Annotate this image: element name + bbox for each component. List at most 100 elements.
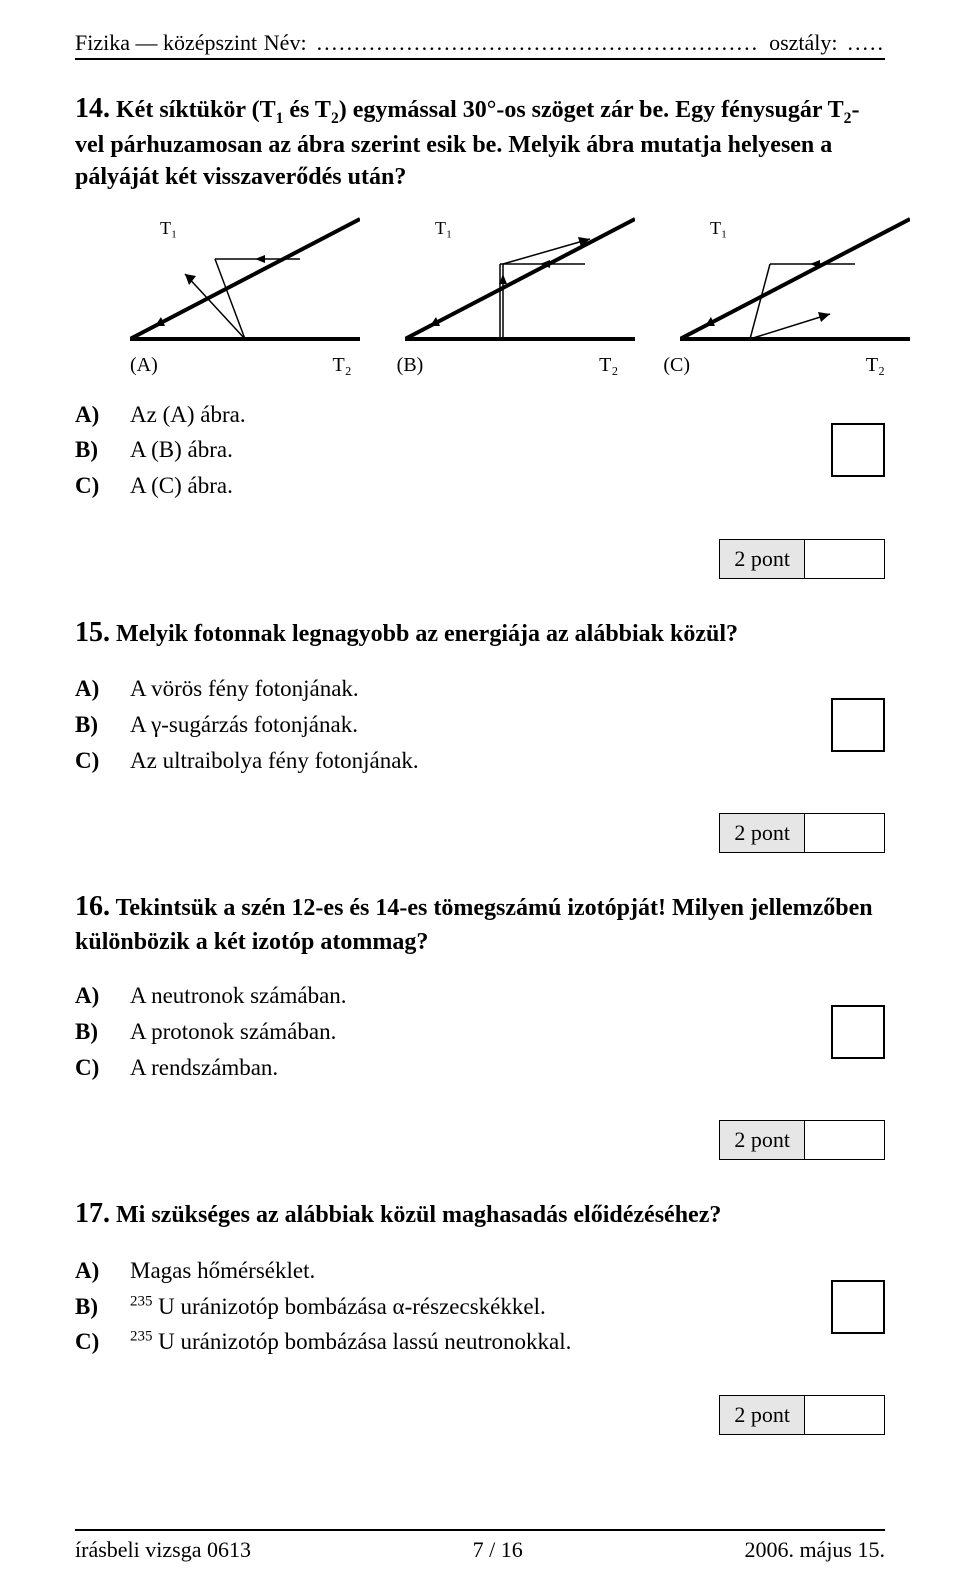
q14-option-a: A) Az (A) ábra. — [75, 397, 246, 433]
class-label: osztály: — [769, 30, 837, 56]
q17-points-score[interactable] — [805, 1395, 885, 1435]
footer-center: 7 / 16 — [473, 1537, 523, 1563]
q17-opt-b-mid: U uránizotóp bombázása α-részecskékkel. — [152, 1294, 545, 1319]
q14-diagrams: T₁ — [130, 214, 885, 344]
q17-points-label: 2 pont — [719, 1395, 805, 1435]
q16-opt-a-label: A) — [75, 978, 130, 1014]
svg-text:T₁: T₁ — [160, 218, 177, 238]
q15-opt-a-label: A) — [75, 671, 130, 707]
q17-opt-c-mid: U uránizotóp bombázása lassú neutronokka… — [152, 1329, 571, 1354]
q17-answer-box[interactable] — [831, 1280, 885, 1334]
q14-cap-c-right: T₂ — [866, 354, 885, 377]
header-right: Név: ...................................… — [264, 30, 885, 56]
q14-cap-b-left: (B) — [397, 354, 424, 377]
q16-answer-box[interactable] — [831, 1005, 885, 1059]
q16-option-c: C) A rendszámban. — [75, 1050, 347, 1086]
question-16: 16. Tekintsük a szén 12-es és 14-es töme… — [75, 888, 885, 1160]
q15-text: 15. Melyik fotonnak legnagyobb az energi… — [75, 614, 885, 652]
q14-diagram-b: T₁ — [405, 214, 635, 344]
q14-opt-a-label: A) — [75, 397, 130, 433]
page-header: Fizika — középszint Név: ...............… — [75, 30, 885, 56]
q15-opt-c-text: Az ultraibolya fény fotonjának. — [130, 743, 419, 779]
q15-option-a: A) A vörös fény fotonjának. — [75, 671, 419, 707]
footer-left: írásbeli vizsga 0613 — [75, 1537, 251, 1563]
q16-option-a: A) A neutronok számában. — [75, 978, 347, 1014]
q14-options-row: A) Az (A) ábra. B) A (B) ábra. C) A (C) … — [75, 397, 885, 504]
question-17: 17. Mi szükséges az alábbiak közül magha… — [75, 1195, 885, 1435]
svg-text:T₁: T₁ — [435, 218, 452, 238]
q15-options: A) A vörös fény fotonjának. B) A γ-sugár… — [75, 671, 419, 778]
q17-options-row: A) Magas hőmérséklet. B) 235 U uránizotó… — [75, 1253, 885, 1360]
q17-options: A) Magas hőmérséklet. B) 235 U uránizotó… — [75, 1253, 571, 1360]
q17-number: 17. — [75, 1198, 110, 1229]
q14-number: 14. — [75, 93, 110, 124]
q14-text-c: ) egymással 30°-os szöget zár be. Egy fé… — [339, 97, 844, 123]
q17-opt-a-text: Magas hőmérséklet. — [130, 1253, 315, 1289]
q15-points-score[interactable] — [805, 813, 885, 853]
q14-diagram-a: T₁ — [130, 214, 360, 344]
q17-option-a: A) Magas hőmérséklet. — [75, 1253, 571, 1289]
q17-opt-b-sup: 235 — [130, 1293, 152, 1309]
q17-points: 2 pont — [75, 1395, 885, 1435]
q16-points-label: 2 pont — [719, 1120, 805, 1160]
q17-opt-a-label: A) — [75, 1253, 130, 1289]
footer-right: 2006. május 15. — [744, 1537, 885, 1563]
page-footer: írásbeli vizsga 0613 7 / 16 2006. május … — [75, 1529, 885, 1563]
q14-opt-c-label: C) — [75, 468, 130, 504]
q16-opt-b-text: A protonok számában. — [130, 1014, 336, 1050]
q14-opt-a-text: Az (A) ábra. — [130, 397, 246, 433]
q14-caption-c: (C) T₂ — [663, 354, 885, 377]
q14-caption-b: (B) T₂ — [397, 354, 619, 377]
q17-opt-c-text: 235 U uránizotóp bombázása lassú neutron… — [130, 1324, 571, 1360]
question-15: 15. Melyik fotonnak legnagyobb az energi… — [75, 614, 885, 854]
q14-diagram-captions: (A) T₂ (B) T₂ (C) T₂ — [130, 354, 885, 377]
q15-points-label: 2 pont — [719, 813, 805, 853]
q14-options: A) Az (A) ábra. B) A (B) ábra. C) A (C) … — [75, 397, 246, 504]
q14-cap-b-right: T₂ — [599, 354, 618, 377]
q14-sub2a: 2 — [331, 110, 339, 127]
q15-opt-c-label: C) — [75, 743, 130, 779]
q14-text-a: Két síktükör (T — [116, 97, 276, 123]
question-14: 14. Két síktükör (T1 és T2) egymással 30… — [75, 90, 885, 579]
q14-points-label: 2 pont — [719, 539, 805, 579]
q16-opt-a-text: A neutronok számában. — [130, 978, 347, 1014]
q16-options-row: A) A neutronok számában. B) A protonok s… — [75, 978, 885, 1085]
q16-body: Tekintsük a szén 12-es és 14-es tömegszá… — [75, 895, 873, 955]
svg-text:T₁: T₁ — [710, 218, 727, 238]
footer-row: írásbeli vizsga 0613 7 / 16 2006. május … — [75, 1537, 885, 1563]
q15-answer-box[interactable] — [831, 698, 885, 752]
q15-opt-b-label: B) — [75, 707, 130, 743]
header-rule — [75, 58, 885, 60]
subject-label: Fizika — középszint — [75, 30, 257, 56]
class-dots: ..... — [848, 30, 886, 56]
q16-opt-c-text: A rendszámban. — [130, 1050, 278, 1086]
name-dots: ........................................… — [317, 30, 760, 56]
q14-answer-box[interactable] — [831, 423, 885, 477]
q16-points-score[interactable] — [805, 1120, 885, 1160]
mirror-diagram-a-svg: T₁ — [130, 214, 360, 344]
q15-points: 2 pont — [75, 813, 885, 853]
q14-text-b: és T — [283, 97, 331, 123]
q17-text: 17. Mi szükséges az alábbiak közül magha… — [75, 1195, 885, 1233]
q16-opt-b-label: B) — [75, 1014, 130, 1050]
q15-option-b: B) A γ-sugárzás fotonjának. — [75, 707, 419, 743]
q14-diagram-c: T₁ — [680, 214, 910, 344]
q14-text: 14. Két síktükör (T1 és T2) egymással 30… — [75, 90, 885, 194]
q16-points: 2 pont — [75, 1120, 885, 1160]
q14-points-score[interactable] — [805, 539, 885, 579]
q14-caption-a: (A) T₂ — [130, 354, 352, 377]
q15-opt-b-text: A γ-sugárzás fotonjának. — [130, 707, 358, 743]
q17-option-c: C) 235 U uránizotóp bombázása lassú neut… — [75, 1324, 571, 1360]
q17-opt-b-label: B) — [75, 1289, 130, 1325]
mirror-diagram-b-svg: T₁ — [405, 214, 635, 344]
q15-opt-a-text: A vörös fény fotonjának. — [130, 671, 359, 707]
q14-opt-b-label: B) — [75, 432, 130, 468]
q17-opt-c-label: C) — [75, 1324, 130, 1360]
q16-options: A) A neutronok számában. B) A protonok s… — [75, 978, 347, 1085]
q15-options-row: A) A vörös fény fotonjának. B) A γ-sugár… — [75, 671, 885, 778]
q15-body: Melyik fotonnak legnagyobb az energiája … — [116, 621, 738, 647]
q15-number: 15. — [75, 617, 110, 648]
page: Fizika — középszint Név: ...............… — [0, 0, 960, 1593]
q16-text: 16. Tekintsük a szén 12-es és 14-es töme… — [75, 888, 885, 958]
q16-opt-c-label: C) — [75, 1050, 130, 1086]
